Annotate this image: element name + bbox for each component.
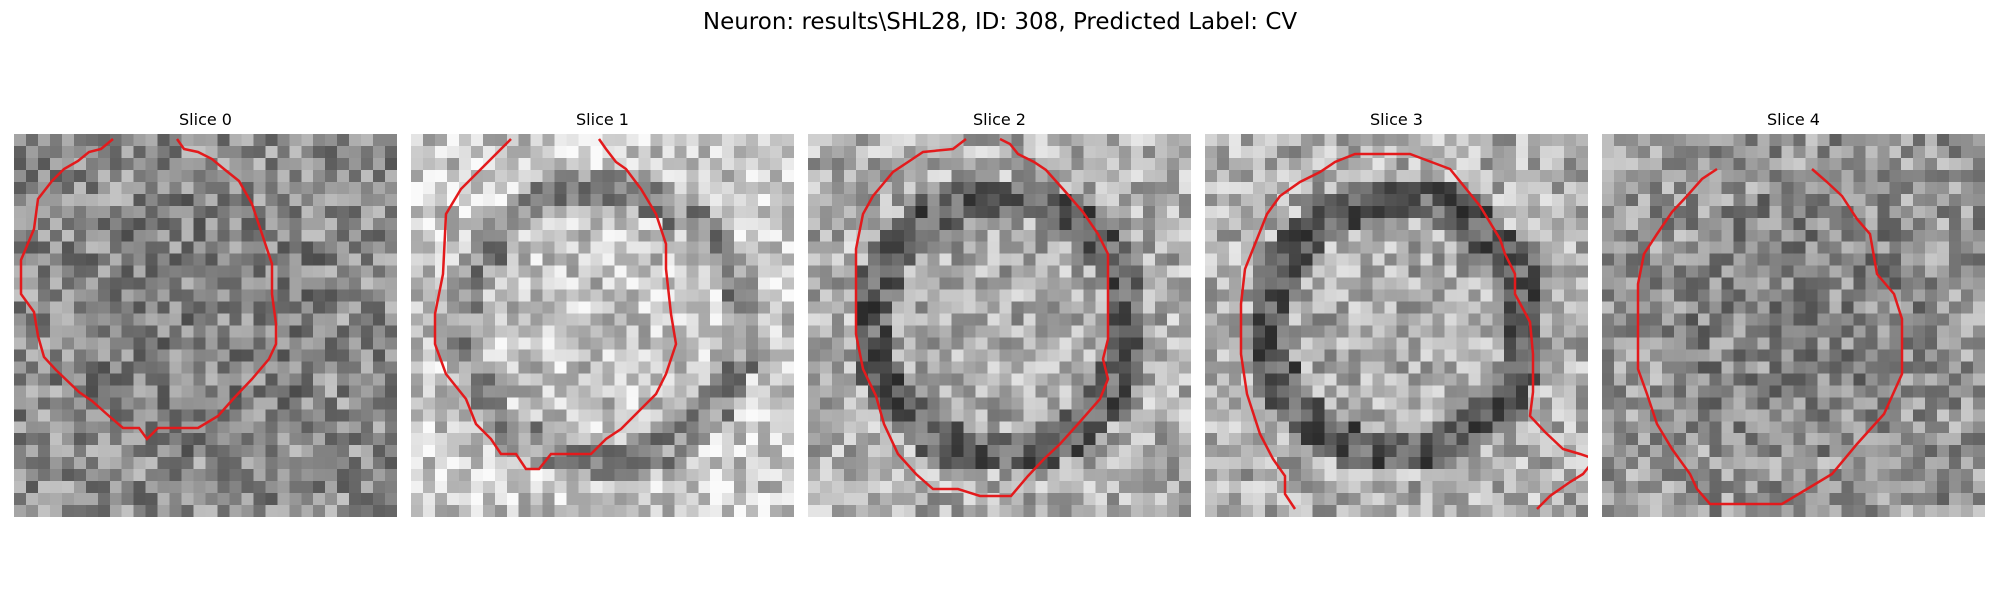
slice-image <box>14 134 397 517</box>
slice-panel-1: Slice 1 <box>411 110 794 517</box>
neuron-contour <box>19 138 278 441</box>
slice-title: Slice 3 <box>1370 110 1423 129</box>
neuron-contour <box>854 137 1110 498</box>
slice-image <box>411 134 794 517</box>
slice-title: Slice 0 <box>179 110 232 129</box>
slice-image-frame <box>14 134 397 517</box>
slice-image-frame <box>411 134 794 517</box>
slice-panel-3: Slice 3 <box>1205 110 1588 517</box>
contour-overlay <box>854 137 1110 498</box>
figure-title: Neuron: results\SHL28, ID: 308, Predicte… <box>702 9 1298 35</box>
neuron-contour <box>433 138 678 471</box>
slice-title: Slice 2 <box>973 110 1026 129</box>
slice-image-frame <box>1602 134 1985 517</box>
slice-title: Slice 4 <box>1767 110 1820 129</box>
contour-overlay <box>1239 152 1588 510</box>
slice-image-frame <box>808 134 1191 517</box>
slice-panel-0: Slice 0 <box>14 110 397 517</box>
slice-image <box>1602 134 1985 517</box>
neuron-contour <box>1239 152 1588 510</box>
neuron-contour <box>1636 167 1904 506</box>
slice-panel-2: Slice 2 <box>808 110 1191 517</box>
contour-overlay <box>1636 167 1904 506</box>
slice-panel-4: Slice 4 <box>1602 110 1985 517</box>
slice-image-frame <box>1205 134 1588 517</box>
contour-overlay <box>433 138 678 471</box>
slice-title: Slice 1 <box>576 110 629 129</box>
contour-overlay <box>19 138 278 441</box>
